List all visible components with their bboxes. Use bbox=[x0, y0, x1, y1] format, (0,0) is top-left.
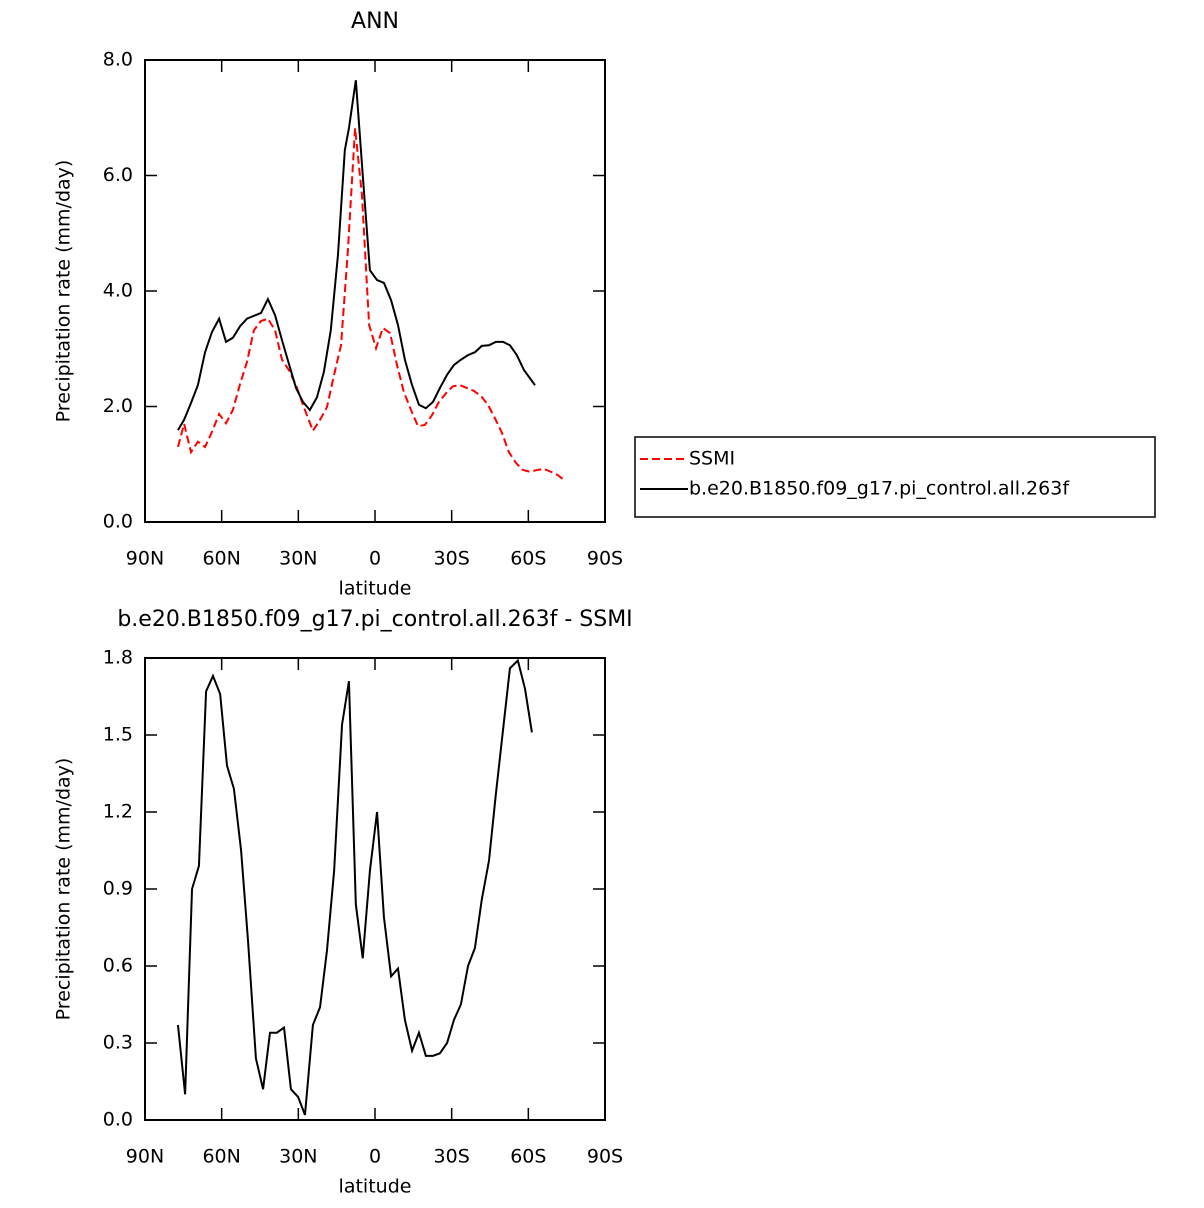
y-tick-label: 6.0 bbox=[103, 164, 133, 186]
x-tick-label: 90N bbox=[126, 548, 164, 570]
x-tick-label: 90N bbox=[126, 1146, 164, 1168]
x-tick-label: 60S bbox=[510, 548, 546, 570]
x-axis-label: latitude bbox=[339, 1176, 412, 1198]
y-tick-label: 0.9 bbox=[103, 878, 133, 900]
y-tick-label: 0.0 bbox=[103, 1109, 133, 1131]
y-axis-label: Precipitation rate (mm/day) bbox=[53, 160, 75, 423]
x-tick-label: 90S bbox=[587, 1146, 623, 1168]
x-tick-label: 0 bbox=[369, 548, 381, 570]
chart-title: b.e20.B1850.f09_g17.pi_control.all.263f … bbox=[117, 607, 632, 632]
x-tick-label: 60S bbox=[510, 1146, 546, 1168]
y-tick-label: 4.0 bbox=[103, 280, 133, 302]
chart-title: ANN bbox=[351, 9, 399, 34]
y-tick-label: 1.2 bbox=[103, 801, 133, 823]
legend-label: SSMI bbox=[689, 448, 735, 470]
plot-frame bbox=[144, 59, 606, 523]
x-tick-label: 30S bbox=[434, 1146, 470, 1168]
y-axis-label: Precipitation rate (mm/day) bbox=[53, 758, 75, 1021]
x-tick-label: 90S bbox=[587, 548, 623, 570]
data-line bbox=[177, 80, 536, 431]
x-tick-label: 0 bbox=[369, 1146, 381, 1168]
x-tick-label: 30S bbox=[434, 548, 470, 570]
y-tick-label: 0.0 bbox=[103, 511, 133, 533]
x-tick-label: 30N bbox=[279, 1146, 317, 1168]
legend: SSMI b.e20.B1850.f09_g17.pi_control.all.2… bbox=[634, 436, 1156, 518]
y-tick-label: 2.0 bbox=[103, 395, 133, 417]
data-line bbox=[176, 658, 533, 1116]
x-tick-label: 60N bbox=[202, 1146, 240, 1168]
data-line bbox=[177, 128, 565, 481]
plot-frame bbox=[144, 657, 606, 1121]
y-tick-label: 1.8 bbox=[103, 647, 133, 669]
y-tick-label: 1.5 bbox=[103, 724, 133, 746]
y-tick-label: 0.6 bbox=[103, 955, 133, 977]
x-tick-label: 30N bbox=[279, 548, 317, 570]
legend-box bbox=[634, 436, 1156, 518]
y-tick-label: 8.0 bbox=[103, 49, 133, 71]
x-tick-label: 60N bbox=[202, 548, 240, 570]
x-axis-label: latitude bbox=[339, 578, 412, 600]
legend-label: b.e20.B1850.f09_g17.pi_control.all.263f bbox=[689, 478, 1070, 500]
y-tick-label: 0.3 bbox=[103, 1032, 133, 1054]
